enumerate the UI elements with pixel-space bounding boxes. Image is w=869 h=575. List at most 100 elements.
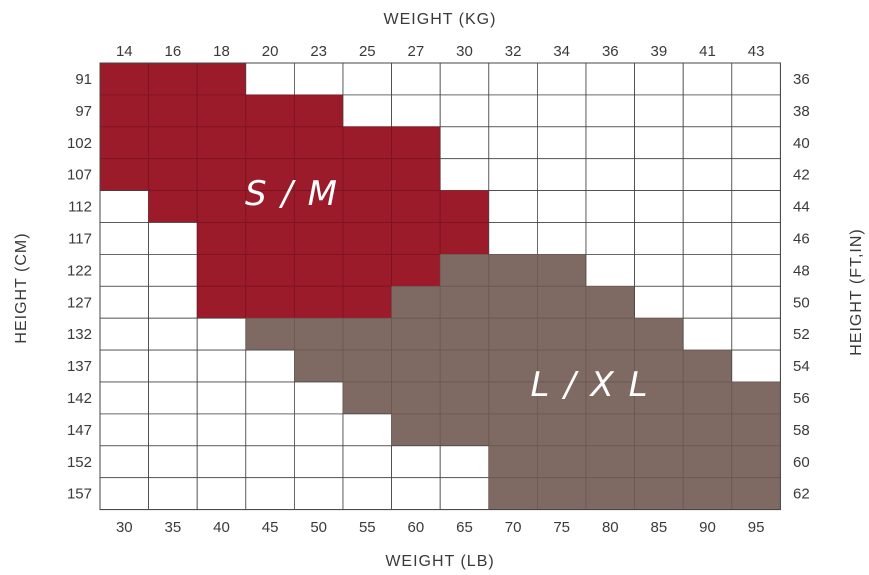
cell-empty (148, 477, 198, 511)
cell-empty (682, 253, 733, 287)
cell-lxl (439, 253, 490, 287)
cell-empty (585, 190, 635, 223)
weight-lb-tick: 65 (456, 519, 473, 536)
cell-empty (585, 253, 635, 287)
cell-sm (245, 285, 295, 319)
cell-empty (342, 94, 392, 128)
cell-empty (682, 285, 733, 319)
weight-lb-tick: 75 (553, 519, 570, 536)
cell-sm (245, 222, 295, 255)
cell-sm (245, 253, 295, 287)
cell-empty (99, 222, 149, 255)
height-cm-tick: 97 (75, 103, 92, 120)
height-cm-tick: 127 (67, 294, 92, 311)
cell-empty (439, 445, 490, 479)
cell-empty (682, 317, 733, 351)
zone-label-lxl: L / X L (530, 365, 649, 405)
cell-empty (99, 190, 149, 223)
cell-sm (342, 158, 392, 191)
cell-sm (342, 190, 392, 223)
cell-sm (196, 222, 247, 255)
cell-sm (245, 190, 295, 223)
cell-lxl (488, 477, 538, 511)
cell-lxl (731, 445, 781, 479)
cell-sm (148, 158, 198, 191)
cell-empty (634, 190, 684, 223)
cell-empty (439, 158, 490, 191)
cell-lxl (439, 381, 490, 415)
cell-empty (731, 222, 781, 255)
cell-lxl (682, 445, 733, 479)
cell-sm (99, 126, 149, 160)
cell-empty (245, 381, 295, 415)
cell-empty (537, 94, 587, 128)
height-cm-tick: 107 (67, 167, 92, 184)
weight-lb-tick: 50 (310, 519, 327, 536)
cell-empty (731, 190, 781, 223)
cell-empty (99, 445, 149, 479)
cell-empty (196, 477, 247, 511)
cell-lxl (537, 285, 587, 319)
height-ftin-tick: 40 (793, 135, 810, 152)
cell-lxl (342, 317, 392, 351)
cell-empty (293, 62, 344, 96)
cell-lxl (537, 381, 587, 415)
cell-lxl (391, 413, 441, 447)
weight-kg-tick: 32 (505, 43, 522, 60)
cell-empty (634, 94, 684, 128)
cell-sm (245, 158, 295, 191)
weight-lb-ticks: 30 35 40 45 50 55 60 65 70 75 80 85 90 95 (116, 519, 764, 536)
cell-sm (99, 158, 149, 191)
weight-kg-tick: 34 (553, 43, 570, 60)
cell-empty (99, 413, 149, 447)
cell-empty (99, 253, 149, 287)
cell-empty (99, 317, 149, 351)
cell-empty (585, 62, 635, 96)
cell-sm (196, 158, 247, 191)
weight-kg-tick: 18 (213, 43, 230, 60)
cell-lxl (634, 381, 684, 415)
cell-empty (342, 477, 392, 511)
cell-lxl (439, 413, 490, 447)
weight-lb-tick: 30 (116, 519, 133, 536)
height-ftin-tick: 46 (793, 230, 810, 247)
cell-lxl (293, 317, 344, 351)
cell-empty (634, 285, 684, 319)
cell-sm (196, 253, 247, 287)
cell-empty (148, 253, 198, 287)
cell-lxl (682, 477, 733, 511)
cell-sm (342, 285, 392, 319)
weight-kg-tick: 41 (699, 43, 716, 60)
cell-lxl (537, 477, 587, 511)
weight-kg-tick: 36 (602, 43, 619, 60)
cell-lxl (634, 349, 684, 383)
cell-empty (537, 126, 587, 160)
cell-sm (293, 158, 344, 191)
height-cm-tick: 112 (68, 199, 92, 216)
cell-lxl (731, 381, 781, 415)
bottom-axis-title: WEIGHT (LB) (385, 553, 494, 570)
cell-lxl (439, 285, 490, 319)
cell-empty (148, 317, 198, 351)
cell-empty (293, 381, 344, 415)
height-cm-tick: 157 (67, 486, 92, 503)
cell-empty (682, 222, 733, 255)
cell-empty (488, 94, 538, 128)
cell-empty (537, 190, 587, 223)
height-ftin-tick: 60 (793, 454, 810, 471)
cell-sm (293, 285, 344, 319)
cell-empty (731, 94, 781, 128)
cell-empty (342, 445, 392, 479)
cell-empty (488, 62, 538, 96)
cell-lxl (342, 381, 392, 415)
cell-sm (196, 94, 247, 128)
cell-empty (245, 413, 295, 447)
cell-sm (245, 126, 295, 160)
cell-empty (99, 349, 149, 383)
cell-empty (439, 477, 490, 511)
cell-empty (148, 285, 198, 319)
cell-empty (99, 477, 149, 511)
cell-lxl (682, 413, 733, 447)
cell-empty (585, 158, 635, 191)
